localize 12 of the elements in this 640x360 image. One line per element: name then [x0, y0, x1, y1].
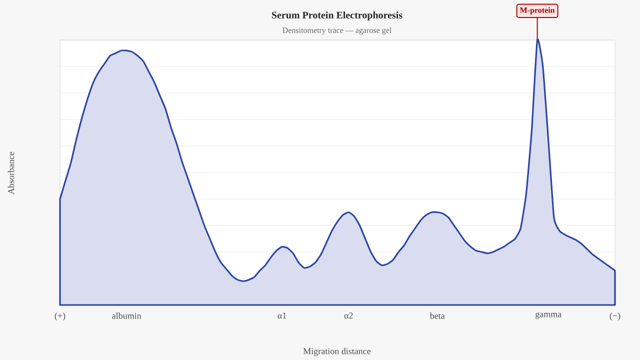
x-tick-label: albumin — [112, 312, 142, 319]
text: M-protein — [520, 7, 555, 15]
x-tick-label: beta — [430, 312, 445, 319]
y-axis-title: Absorbance — [8, 152, 14, 194]
chart-subtitle: Densitometry trace — agarose gel — [282, 27, 392, 35]
x-tick-label: (−) — [610, 312, 620, 321]
chart-title: Serum Protein Electrophoresis — [272, 11, 402, 21]
x-tick-label: α1 — [278, 312, 286, 319]
x-tick-label: gamma — [536, 312, 562, 320]
x-tick-label: (+) — [54, 312, 66, 321]
x-tick-label: α2 — [344, 312, 353, 319]
x-axis-title: Migration distance — [303, 348, 371, 356]
